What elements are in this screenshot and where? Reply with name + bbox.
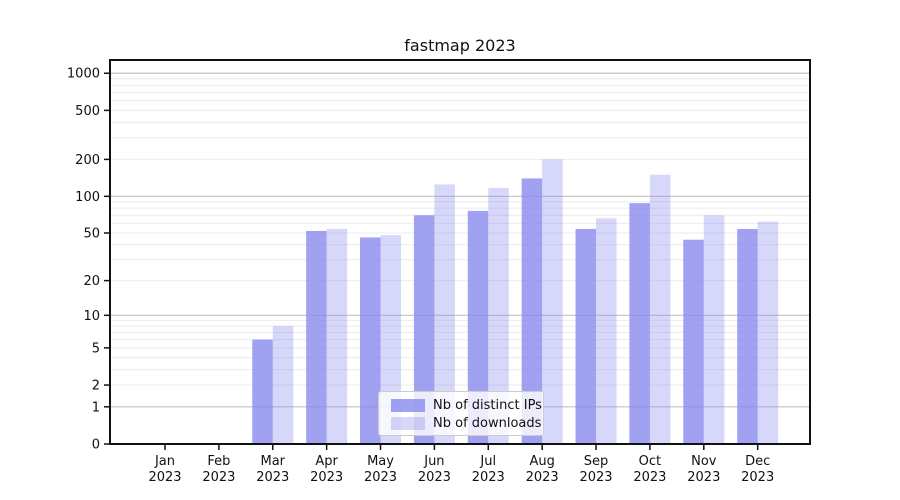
legend-swatch-distinct-ips [391,399,425,412]
y-tick-label: 1 [92,400,100,415]
x-tick-label-year: 2023 [687,470,720,485]
y-tick-label: 10 [83,309,100,324]
x-tick-label-month: Apr [315,454,338,469]
y-tick-label: 0 [92,438,100,453]
y-tick-label: 50 [83,226,100,241]
plot-border [109,59,811,445]
legend-row-downloads: Nb of downloads [391,415,543,432]
legend-row-distinct-ips: Nb of distinct IPs [391,397,543,414]
tick-marks [104,72,759,450]
x-tick-label-month: Aug [529,454,554,469]
bar-jun-downloads [434,184,455,445]
bar-mar-downloads [272,326,294,444]
bar-jul-distinct-ips [467,210,489,444]
x-tick-label-month: Jul [479,454,496,469]
bar-sep-distinct-ips [575,228,597,444]
axes [109,59,811,445]
y-tick-label: 100 [75,190,100,205]
x-tick-label-month: Mar [260,454,285,469]
x-tick-label-month: May [367,454,394,469]
x-tick-labels: Jan2023Feb2023Mar2023Apr2023May2023Jun20… [148,454,774,485]
x-tick-label-year: 2023 [310,470,343,485]
bar-apr-distinct-ips [306,230,327,444]
x-tick-label-month: Jan [154,454,175,469]
bar-nov-distinct-ips [683,239,704,444]
bar-apr-downloads [326,228,348,444]
x-tick-label-month: Jun [423,454,444,469]
x-tick-label-year: 2023 [526,470,559,485]
bar-dec-distinct-ips [737,228,758,444]
bar-oct-downloads [649,174,671,444]
x-tick-label-year: 2023 [148,470,181,485]
y-tick-label: 1000 [67,67,100,82]
bar-oct-distinct-ips [629,203,650,444]
bar-aug-distinct-ips [521,178,543,444]
bar-jul-downloads [488,187,509,445]
y-tick-label: 5 [92,341,100,356]
y-tick-label: 20 [83,274,100,289]
bar-nov-downloads [703,215,725,444]
y-tick-labels: 0 1 2 5 10 20 50 100 200 500 1000 [67,67,100,453]
chart-title: fastmap 2023 [404,36,516,55]
legend-label-distinct-ips: Nb of distinct IPs [433,398,542,413]
bar-may-distinct-ips [360,237,381,444]
x-tick-label-year: 2023 [472,470,505,485]
x-tick-label-month: Feb [207,454,230,469]
x-tick-label-month: Dec [745,454,770,469]
bar-dec-downloads [757,221,779,444]
legend-swatch-downloads [391,417,425,430]
y-tick-label: 2 [92,379,100,394]
x-tick-label-year: 2023 [418,470,451,485]
bar-jun-distinct-ips [413,215,435,444]
x-tick-label-month: Nov [691,454,717,469]
bar-sep-downloads [596,218,617,444]
x-tick-label-year: 2023 [256,470,289,485]
y-tick-label: 500 [75,104,100,119]
bar-mar-distinct-ips [252,339,273,444]
x-tick-label-year: 2023 [741,470,774,485]
x-tick-label-month: Oct [639,454,661,469]
y-tick-label: 200 [75,153,100,168]
x-tick-label-year: 2023 [633,470,666,485]
bars [252,159,779,445]
x-tick-label-year: 2023 [202,470,235,485]
x-tick-label-year: 2023 [579,470,612,485]
x-tick-label-year: 2023 [364,470,397,485]
bar-aug-downloads [542,159,563,444]
legend: Nb of distinct IPs Nb of downloads [378,391,544,436]
legend-label-downloads: Nb of downloads [433,416,542,431]
x-tick-label-month: Sep [584,454,609,469]
